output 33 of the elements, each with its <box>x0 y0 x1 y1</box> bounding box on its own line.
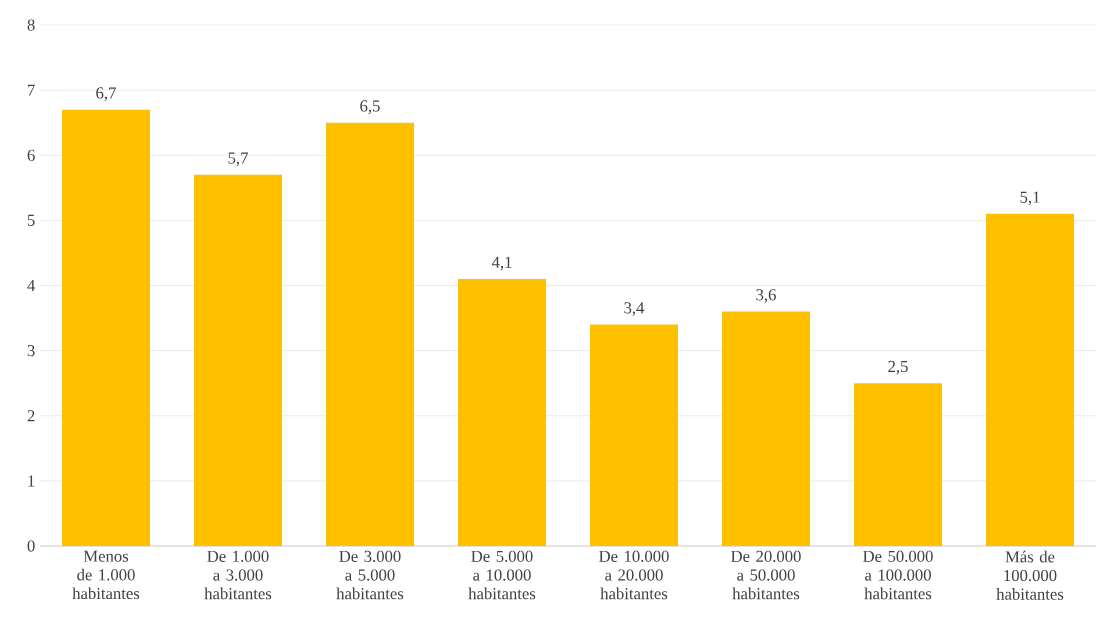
bar <box>854 383 942 546</box>
bar <box>62 109 150 546</box>
bar <box>590 324 678 546</box>
y-tick-label: 5 <box>27 214 35 226</box>
bar <box>722 311 810 546</box>
y-tick-label: 4 <box>27 280 36 291</box>
data-label: 3,6 <box>756 289 776 303</box>
data-label: 4,1 <box>491 256 512 271</box>
x-tick-label: Más de 100.000 habitantes <box>996 550 1064 600</box>
bar <box>326 122 414 546</box>
x-tick-label: De 3.000 a 5.000 habitantes <box>336 550 404 600</box>
y-tick-label: 1 <box>28 475 35 487</box>
y-tick-label: 7 <box>28 84 35 96</box>
bar <box>458 278 546 546</box>
bar <box>194 174 282 546</box>
x-tick-label: De 20.000 a 50.000 habitantes <box>731 550 801 600</box>
data-label: 5,1 <box>1020 191 1040 206</box>
bar <box>986 213 1074 546</box>
y-tick-label: 3 <box>27 345 35 357</box>
y-tick-label: 0 <box>27 540 35 552</box>
y-tick-label: 8 <box>27 19 35 31</box>
data-label: 2,5 <box>888 360 908 375</box>
data-label: 3,4 <box>624 302 645 316</box>
data-label: 5,7 <box>228 152 248 167</box>
data-label: 6,7 <box>96 87 116 101</box>
x-tick-label: De 5.000 a 10.000 habitantes <box>468 550 536 600</box>
x-tick-label: De 50.000 a 100.000 habitantes <box>863 550 933 600</box>
x-tick-label: De 1.000 a 3.000 habitantes <box>204 550 272 600</box>
x-tick-label: De 10.000 a 20.000 habitantes <box>599 550 669 600</box>
y-tick-label: 2 <box>27 410 35 422</box>
x-tick-label: Menos de 1.000 habitantes <box>72 550 140 600</box>
y-tick-label: 6 <box>27 149 35 161</box>
data-label: 6,5 <box>360 100 380 114</box>
